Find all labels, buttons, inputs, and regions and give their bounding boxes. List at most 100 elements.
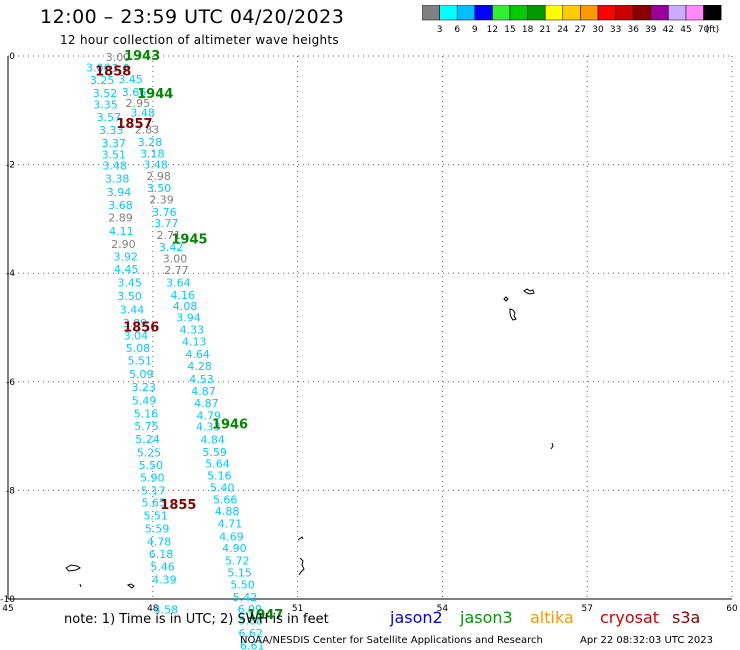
y-tick-label: -6 bbox=[6, 378, 15, 388]
wave-height-label: 4.88 bbox=[215, 505, 240, 518]
chart-title: 12:00 – 23:59 UTC 04/20/2023 bbox=[40, 6, 345, 28]
island-shape bbox=[503, 296, 509, 302]
wave-height-label: 5.15 bbox=[227, 566, 252, 579]
wave-height-label: 5.68 bbox=[239, 615, 264, 628]
generated-timestamp: Apr 22 08:32:03 UTC 2023 bbox=[580, 635, 713, 646]
wave-height-label: 6.09 bbox=[238, 603, 263, 616]
wave-height-label: 4.16 bbox=[170, 289, 195, 302]
x-tick-label: 45 bbox=[2, 604, 13, 614]
wave-height-label: 5.50 bbox=[230, 578, 255, 591]
wave-height-label: 4.33 bbox=[180, 324, 205, 337]
wave-height-label: 2.90 bbox=[111, 238, 136, 251]
wave-height-label: 4.84 bbox=[200, 433, 225, 446]
wave-height-label: 3.25 bbox=[90, 74, 115, 87]
x-tick-label: 51 bbox=[292, 604, 303, 614]
wave-height-label: 4.90 bbox=[222, 542, 247, 555]
wave-height-label: 3.28 bbox=[138, 136, 163, 149]
wave-height-label: 5.50 bbox=[139, 459, 164, 472]
wave-height-label: 2.71 bbox=[156, 229, 181, 242]
wave-height-label: 2.98 bbox=[146, 170, 171, 183]
wave-height-label: 4.53 bbox=[189, 373, 214, 386]
wave-height-label: 4.78 bbox=[147, 535, 172, 548]
wave-height-label: 3.38 bbox=[105, 173, 130, 186]
wave-height-label: 3.51 bbox=[101, 148, 126, 161]
color-scale-label: 21 bbox=[539, 25, 550, 35]
color-scale-unit: (ft) bbox=[706, 25, 720, 35]
pass-time-label: 1945 bbox=[171, 232, 207, 247]
color-scale-label: 15 bbox=[504, 25, 515, 35]
wave-height-label: 3.64 bbox=[166, 276, 191, 289]
pass-time-label: 1855 bbox=[160, 498, 196, 513]
wave-height-label: 3.06 bbox=[86, 61, 111, 74]
wave-height-label: 6.62 bbox=[239, 627, 264, 640]
wave-height-label: 5.40 bbox=[210, 482, 235, 495]
credit-text: NOAA/NESDIS Center for Satellite Applica… bbox=[240, 635, 543, 646]
wave-height-label: 3.18 bbox=[140, 148, 165, 161]
wave-height-label: 3.6 bbox=[112, 62, 130, 75]
wave-height-label: 5.09 bbox=[129, 368, 154, 381]
wave-height-label: 4.64 bbox=[185, 348, 210, 361]
wave-height-label: 3.94 bbox=[107, 186, 132, 199]
pass-time-label: 1856 bbox=[123, 320, 159, 335]
wave-height-label: 5.51 bbox=[143, 509, 168, 522]
wave-height-label: 2.83 bbox=[135, 123, 160, 136]
color-scale-label: 3 bbox=[437, 25, 443, 35]
color-scale-label: 18 bbox=[522, 25, 534, 35]
pass-time-label: 1944 bbox=[137, 87, 173, 102]
wave-height-label: 5.51 bbox=[128, 355, 153, 368]
footnote: note: 1) Time is in UTC; 2) SWH is in fe… bbox=[64, 612, 329, 627]
color-scale-label: 27 bbox=[575, 25, 586, 35]
y-tick-label: -8 bbox=[6, 486, 15, 496]
legend-cryosat: cryosat bbox=[600, 608, 660, 627]
x-tick-label: 54 bbox=[437, 604, 449, 614]
wave-height-label: 3.77 bbox=[154, 217, 179, 230]
color-scale-label: 12 bbox=[487, 25, 498, 35]
wave-height-label: 3.48 bbox=[130, 106, 155, 119]
color-scale-legend: 3 6 9 12 15 18 21 24 27 30 33 36 39 42 45 70(ft) bbox=[422, 5, 722, 35]
wave-height-label: 3.33 bbox=[99, 124, 124, 137]
wave-height-label: 3.76 bbox=[152, 206, 177, 219]
wave-height-label: 3.92 bbox=[114, 250, 139, 263]
wave-height-label: 5.16 bbox=[134, 407, 159, 420]
chart-subtitle: 12 hour collection of altimeter wave hei… bbox=[60, 33, 339, 47]
wave-height-label: 5.65 bbox=[142, 496, 167, 509]
wave-height-label: 4.28 bbox=[187, 360, 212, 373]
color-scale-label: 39 bbox=[645, 25, 657, 35]
wave-height-label: 4.71 bbox=[218, 518, 243, 531]
pass-time-label: 1943 bbox=[124, 49, 160, 64]
island-shape bbox=[509, 308, 517, 321]
wave-height-label: 4.45 bbox=[114, 263, 139, 276]
wave-height-label: 6.61 bbox=[240, 640, 265, 650]
wave-height-label: 3.57 bbox=[97, 111, 122, 124]
wave-height-label: 4.11 bbox=[109, 225, 134, 238]
wave-height-label: 3.45 bbox=[118, 73, 143, 86]
wave-height-label: 4.33 bbox=[196, 420, 221, 433]
wave-height-label: 3.50 bbox=[147, 182, 172, 195]
pass-time-label: 1946 bbox=[212, 418, 248, 433]
wave-height-label: 5.25 bbox=[137, 446, 162, 459]
wave-height-label: 3.37 bbox=[101, 137, 126, 150]
wave-height-label: 3.48 bbox=[102, 160, 127, 173]
color-scale-label: 6 bbox=[454, 25, 460, 35]
color-scale-label: 30 bbox=[592, 25, 604, 35]
wave-height-label: 5.24 bbox=[135, 433, 160, 446]
y-tick-label: -4 bbox=[6, 269, 15, 279]
wave-height-label: 3.42 bbox=[159, 241, 184, 254]
legend-jason3: jason3 bbox=[460, 608, 513, 627]
wave-height-label: 2.95 bbox=[126, 97, 151, 110]
wave-height-label: 4.87 bbox=[194, 397, 219, 410]
wave-height-label: 3.52 bbox=[93, 87, 118, 100]
wave-height-label: 3.04 bbox=[124, 330, 149, 343]
y-tick-label: -2 bbox=[6, 161, 15, 171]
wave-height-label: 3.35 bbox=[93, 98, 118, 111]
land-outlines bbox=[65, 288, 554, 589]
wave-height-label: 3.68 bbox=[108, 199, 133, 212]
wave-height-label: 3.00 bbox=[163, 253, 188, 266]
island-shape bbox=[126, 583, 135, 589]
wave-height-label: 5.17 bbox=[141, 484, 166, 497]
wave-height-label: 5.75 bbox=[134, 420, 159, 433]
wave-height-label: 3.00 bbox=[106, 51, 131, 64]
legend-s3a: s3a bbox=[672, 608, 701, 627]
color-scale-label: 33 bbox=[610, 25, 621, 35]
